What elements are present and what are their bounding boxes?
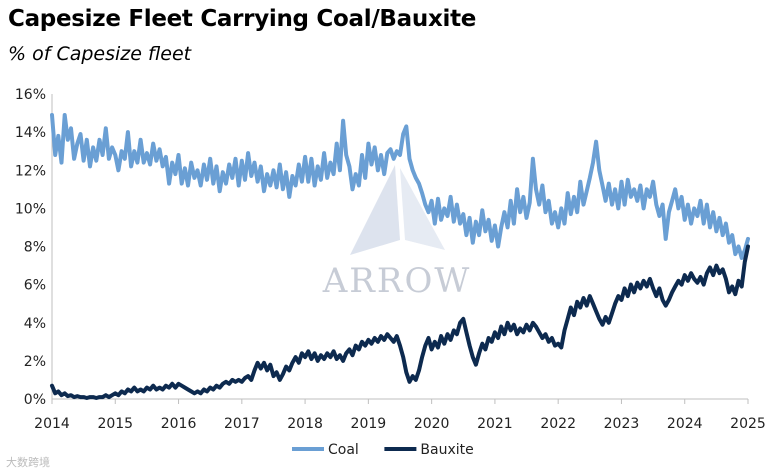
watermark-sail-icon-2 [400,168,445,250]
x-tick-label: 2014 [34,416,70,432]
x-tick-label: 2022 [540,416,576,432]
axes [51,94,749,404]
y-tick-label: 14% [15,125,46,141]
watermark-sail-icon [350,165,400,255]
y-tick-label: 12% [15,163,46,179]
x-tick-label: 2021 [477,416,513,432]
arrow-watermark: ARROW [322,165,472,301]
legend: Coal Bauxite [292,442,474,458]
legend-label-bauxite: Bauxite [420,442,473,458]
x-tick-labels: 2014 2015 2016 2017 2018 2019 2020 2021 2022 2023… [34,416,766,432]
x-tick-label: 2017 [224,416,260,432]
footer-watermark: 大数跨境 [6,456,50,469]
y-tick-label: 2% [24,354,46,370]
series-layer [50,113,750,400]
y-tick-label: 6% [24,278,46,294]
legend-label-coal: Coal [328,442,359,458]
y-tick-label: 10% [15,201,46,217]
x-tick-label: 2018 [287,416,323,432]
x-tick-label: 2025 [730,416,766,432]
y-tick-label: 8% [24,240,46,256]
x-tick-label: 2015 [97,416,133,432]
x-tick-label: 2020 [414,416,450,432]
y-tick-label: 0% [24,392,46,408]
y-tick-labels: 0% 2% 4% 6% 8% 10% 12% 14% 16% [15,87,46,408]
x-tick-label: 2016 [161,416,197,432]
x-tick-label: 2024 [667,416,703,432]
y-tick-label: 16% [15,87,46,103]
series-line-coal [50,113,750,260]
chart-subtitle: % of Capesize fleet [8,43,192,65]
y-tick-label: 4% [24,316,46,332]
x-tick-label: 2023 [604,416,640,432]
series-line-bauxite [50,244,750,400]
chart-title: Capesize Fleet Carrying Coal/Bauxite [8,6,477,32]
x-tick-label: 2019 [351,416,387,432]
watermark-text: ARROW [322,261,472,301]
